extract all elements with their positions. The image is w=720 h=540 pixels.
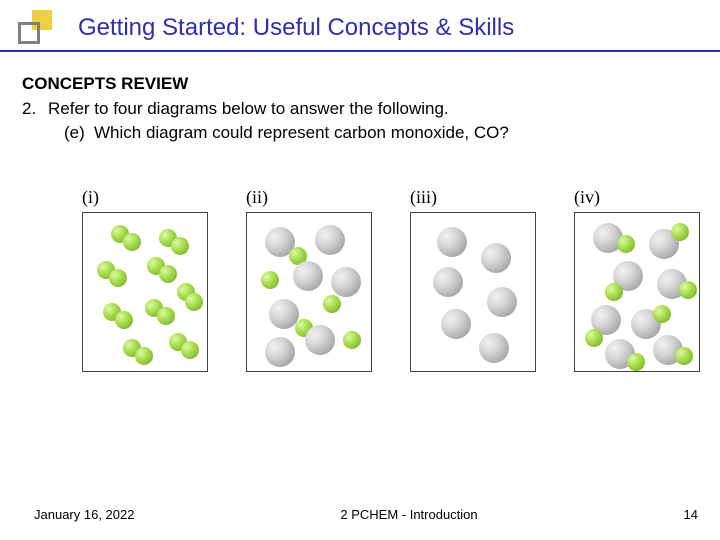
grey-atom [433,267,463,297]
grey-atom [479,333,509,363]
diagram-box [574,212,700,372]
diagram-iii: (iii) [410,184,536,372]
grey-atom [437,227,467,257]
footer-page: 14 [684,507,698,522]
green-atom [671,223,689,241]
sub-text: Which diagram could represent carbon mon… [94,123,509,142]
green-atom [343,331,361,349]
footer-date: January 16, 2022 [34,507,134,522]
question-number: 2. [22,97,48,122]
diagram-i: (i) [82,184,208,372]
question-line: 2.Refer to four diagrams below to answer… [22,97,698,122]
diagram-box [82,212,208,372]
green-atom [679,281,697,299]
grey-atom [305,325,335,355]
review-heading: CONCEPTS REVIEW [22,72,698,97]
green-atom [261,271,279,289]
green-atom [605,283,623,301]
grey-atom [265,337,295,367]
green-atom [135,347,153,365]
diagram-label: (iv) [574,184,700,210]
green-atom [159,265,177,283]
grey-atom [441,309,471,339]
page-title: Getting Started: Useful Concepts & Skill… [78,14,720,42]
green-atom [109,269,127,287]
green-atom [627,353,645,371]
diagrams-row: (i) (ii) (iii) (iv) [22,146,698,372]
sub-letter: (e) [64,121,94,146]
diagram-iv: (iv) [574,184,700,372]
grey-atom [293,261,323,291]
green-atom [181,341,199,359]
slide-header: Getting Started: Useful Concepts & Skill… [0,0,720,52]
green-atom [171,237,189,255]
diagram-label: (ii) [246,184,372,210]
green-atom [157,307,175,325]
green-atom [123,233,141,251]
diagram-box [246,212,372,372]
green-atom [585,329,603,347]
grey-atom [331,267,361,297]
grey-atom [481,243,511,273]
green-atom [323,295,341,313]
grey-atom [315,225,345,255]
diagram-label: (iii) [410,184,536,210]
sub-question-line: (e)Which diagram could represent carbon … [22,121,698,146]
question-text: Refer to four diagrams below to answer t… [48,99,449,118]
green-atom [115,311,133,329]
green-atom [675,347,693,365]
green-atom [185,293,203,311]
diagram-label: (i) [82,184,208,210]
green-atom [653,305,671,323]
footer-course: 2 PCHEM - Introduction [340,507,477,522]
slide-footer: January 16, 2022 2 PCHEM - Introduction … [0,507,720,522]
header-bullet-decoration [18,6,60,48]
green-atom [617,235,635,253]
diagram-ii: (ii) [246,184,372,372]
content-area: CONCEPTS REVIEW 2.Refer to four diagrams… [0,52,720,372]
grey-atom [487,287,517,317]
diagram-box [410,212,536,372]
